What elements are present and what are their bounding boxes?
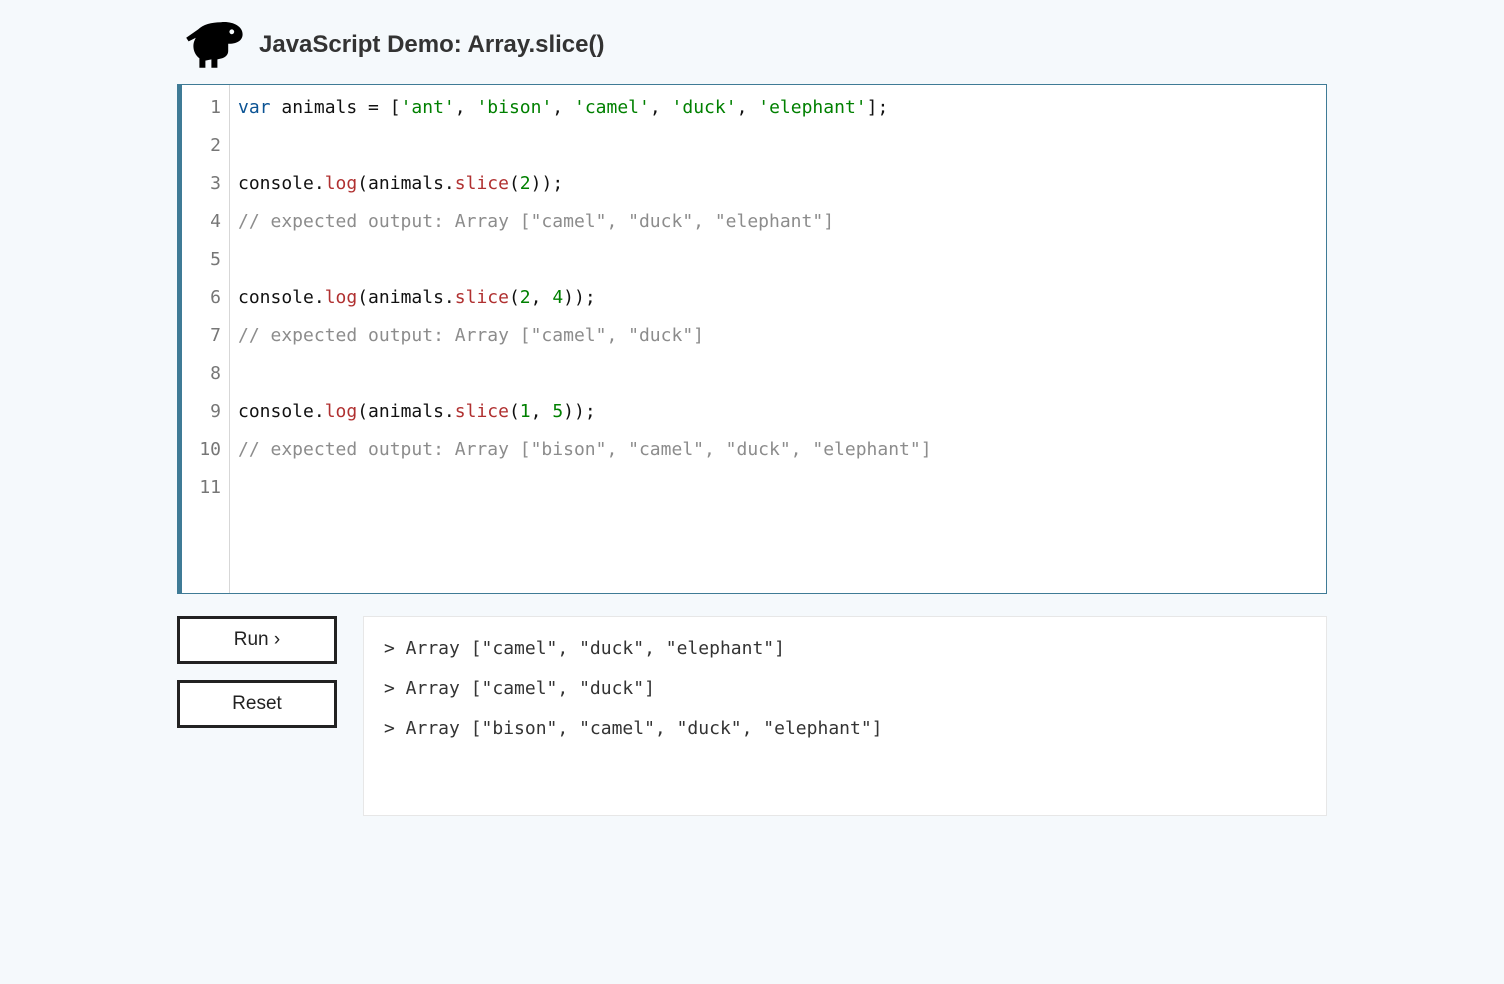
reset-button[interactable]: Reset xyxy=(177,680,337,728)
code-line: // expected output: Array ["camel", "duc… xyxy=(238,203,1318,241)
run-button[interactable]: Run › xyxy=(177,616,337,664)
code-line: console.log(animals.slice(2)); xyxy=(238,165,1318,203)
line-number: 11 xyxy=(182,469,229,507)
code-line: // expected output: Array ["bison", "cam… xyxy=(238,431,1318,469)
code-line: console.log(animals.slice(1, 5)); xyxy=(238,393,1318,431)
code-line: // expected output: Array ["camel", "duc… xyxy=(238,317,1318,355)
code-line xyxy=(238,127,1318,165)
demo-header: JavaScript Demo: Array.slice() xyxy=(177,20,1327,70)
code-editor[interactable]: 1234567891011 var animals = ['ant', 'bis… xyxy=(177,84,1327,594)
button-column: Run › Reset xyxy=(177,616,337,728)
code-line xyxy=(238,469,1318,507)
code-line: console.log(animals.slice(2, 4)); xyxy=(238,279,1318,317)
code-line xyxy=(238,241,1318,279)
output-line: > Array ["camel", "duck", "elephant"] xyxy=(384,629,1306,669)
line-number: 3 xyxy=(182,165,229,203)
line-number: 5 xyxy=(182,241,229,279)
bottom-panel: Run › Reset > Array ["camel", "duck", "e… xyxy=(177,616,1327,816)
line-number: 8 xyxy=(182,355,229,393)
line-number: 6 xyxy=(182,279,229,317)
output-line: > Array ["bison", "camel", "duck", "elep… xyxy=(384,709,1306,749)
console-output: > Array ["camel", "duck", "elephant"]> A… xyxy=(363,616,1327,816)
code-line: var animals = ['ant', 'bison', 'camel', … xyxy=(238,89,1318,127)
line-number: 4 xyxy=(182,203,229,241)
line-number-gutter: 1234567891011 xyxy=(182,85,230,593)
demo-container: JavaScript Demo: Array.slice() 123456789… xyxy=(177,20,1327,816)
line-number: 2 xyxy=(182,127,229,165)
line-number: 1 xyxy=(182,89,229,127)
dino-logo-icon xyxy=(185,20,245,70)
code-area[interactable]: var animals = ['ant', 'bison', 'camel', … xyxy=(230,85,1326,593)
line-number: 9 xyxy=(182,393,229,431)
output-line: > Array ["camel", "duck"] xyxy=(384,669,1306,709)
code-line xyxy=(238,355,1318,393)
line-number: 7 xyxy=(182,317,229,355)
line-number: 10 xyxy=(182,431,229,469)
demo-title: JavaScript Demo: Array.slice() xyxy=(259,31,604,59)
